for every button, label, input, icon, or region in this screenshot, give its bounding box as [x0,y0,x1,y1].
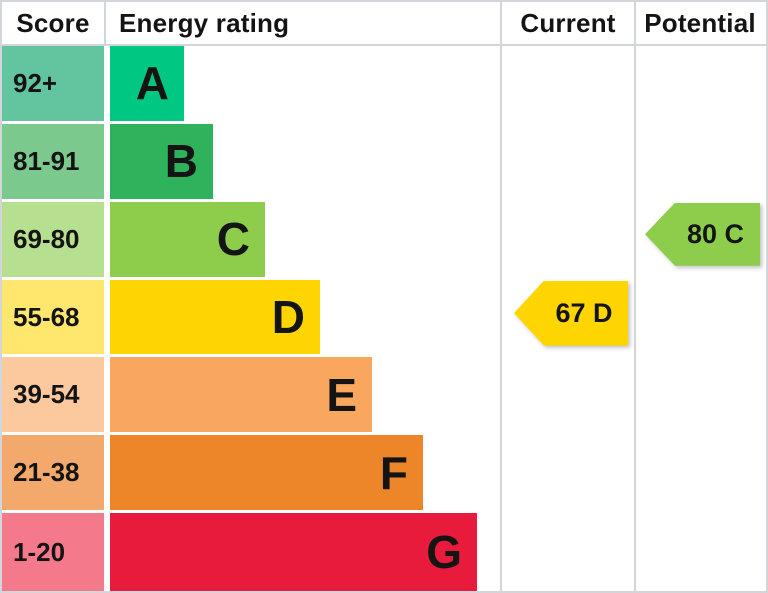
divider-score-rating [104,2,106,44]
band-score-range: 55-68 [2,279,104,355]
band-row-d: 55-68 D [2,279,500,358]
band-score-range: 1-20 [2,513,104,591]
band-score-range: 92+ [2,46,104,121]
potential-rating-arrow: 80 C [645,202,760,266]
band-score-range: 81-91 [2,123,104,199]
band-bar: C [110,201,265,277]
band-bar: D [110,279,320,355]
band-bar: F [110,435,423,511]
column-header-current: Current [520,7,616,38]
band-score-range: 69-80 [2,201,104,277]
band-bar: A [110,46,184,121]
current-rating-label: 67 D [514,280,628,346]
band-row-c: 69-80 C [2,201,500,280]
divider-current-potential [634,2,636,591]
current-rating-arrow: 67 D [514,280,628,346]
column-header-potential: Potential [644,7,756,38]
band-score-range: 21-38 [2,435,104,511]
band-rows: 92+ A 81-91 B 69-80 C 55-68 D 39-54 E 21… [2,46,500,591]
band-row-b: 81-91 B [2,123,500,202]
chart-header: Score Energy rating Current Potential [2,2,766,46]
band-bar: G [110,513,477,591]
band-row-g: 1-20 G [2,513,500,591]
band-score-range: 39-54 [2,357,104,433]
band-bar: E [110,357,372,433]
divider-rating-current [500,2,502,591]
band-row-a: 92+ A [2,46,500,124]
column-header-score: Score [16,7,90,38]
potential-rating-label: 80 C [645,202,760,266]
band-row-f: 21-38 F [2,435,500,513]
column-header-energy-rating: Energy rating [119,7,290,38]
band-row-e: 39-54 E [2,357,500,435]
band-bar: B [110,123,213,199]
